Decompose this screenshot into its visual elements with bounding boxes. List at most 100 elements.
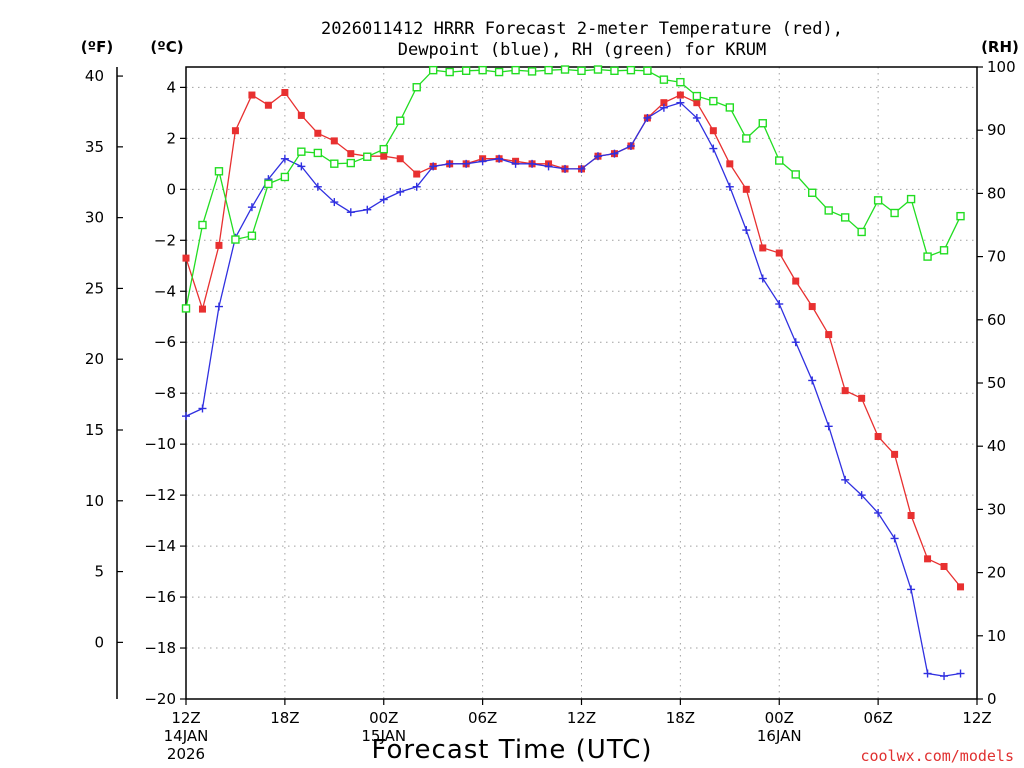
x-tick-label: 18Z (666, 709, 695, 727)
x-tick-label: 00Z (765, 709, 794, 727)
rh-point (363, 152, 372, 161)
temperature-point (742, 185, 750, 193)
dewpoint-point (396, 187, 405, 196)
x-tick-label: 06Z (468, 709, 497, 727)
dewpoint-point (610, 149, 619, 158)
dewpoint-point (247, 203, 256, 212)
dewpoint-point (940, 672, 949, 681)
temperature-point (759, 244, 767, 252)
temperature-series (182, 88, 965, 591)
celsius-tick-label: 0 (166, 180, 176, 198)
temperature-point (380, 152, 388, 160)
dewpoint-point (544, 162, 553, 171)
dewpoint-point (593, 152, 602, 161)
dewpoint-point (758, 274, 767, 283)
dewpoint-point (182, 412, 190, 421)
dewpoint-point (874, 508, 883, 517)
dewpoint-point (478, 157, 487, 166)
rh-line (185, 68, 962, 309)
dewpoint-point (791, 338, 800, 347)
temperature-point (198, 305, 206, 313)
rh-point (939, 246, 949, 255)
fahrenheit-tick-label: 0 (94, 633, 104, 651)
rh-point (396, 116, 405, 125)
rh-point (544, 65, 553, 75)
fahrenheit-tick-label: 40 (85, 67, 104, 85)
rh-point (824, 206, 833, 215)
dewpoint-point (445, 159, 454, 168)
rh-tick-label: 100 (987, 58, 1016, 76)
rh-point (198, 220, 207, 230)
rh-tick-label: 40 (987, 437, 1006, 455)
fahrenheit-tick-label: 30 (85, 209, 104, 227)
dewpoint-point (412, 182, 421, 191)
celsius-tick-label: −6 (154, 333, 176, 351)
rh-point (873, 196, 883, 205)
rh-point (379, 144, 388, 154)
dewpoint-point (330, 198, 339, 207)
temperature-point (709, 127, 717, 135)
dewpoint-point (775, 300, 784, 308)
dewpoint-point (214, 302, 223, 311)
rh-point (181, 304, 191, 313)
dewpoint-point (511, 159, 520, 168)
rh-point (593, 65, 603, 74)
x-tick-label: 18Z (270, 709, 299, 727)
rh-point (676, 77, 685, 87)
dewpoint-point (280, 154, 289, 163)
fahrenheit-tick-label: 20 (85, 350, 104, 368)
chart-title-line1: 2026011412 HRRR Forecast 2-meter Tempera… (321, 19, 843, 39)
celsius-tick-label: −16 (144, 588, 176, 606)
rh-point (494, 67, 504, 77)
rh-point (461, 66, 471, 75)
rh-point (840, 213, 850, 222)
rh-point (692, 91, 702, 101)
temperature-point (396, 155, 404, 163)
temperature-point (775, 249, 783, 257)
dewpoint-point (824, 422, 833, 431)
rh-point (313, 148, 323, 158)
rh-point (775, 156, 784, 165)
rh-point (247, 231, 257, 240)
rh-point (214, 167, 224, 176)
temperature-point (940, 562, 948, 570)
rh-point (923, 252, 932, 261)
x-tick-label: 06Z (863, 709, 892, 727)
temperature-point (891, 450, 899, 458)
celsius-unit-label: (ºC) (150, 38, 183, 56)
rh-point (280, 172, 290, 182)
temperature-point (858, 394, 866, 402)
x-tick-date-label: 15JAN (361, 727, 406, 745)
celsius-tick-label: −14 (144, 537, 176, 555)
rh-point (428, 65, 438, 75)
temperature-point (825, 331, 833, 339)
temperature-point (182, 254, 190, 262)
rh-tick-label: 30 (987, 500, 1006, 518)
tick-labels: 420−2−4−6−8−10−12−14−16−18−2040353025201… (85, 58, 1016, 763)
fahrenheit-tick-label: 15 (85, 421, 104, 439)
celsius-tick-label: −18 (144, 639, 176, 657)
dewpoint-point (313, 182, 322, 191)
fahrenheit-tick-label: 25 (85, 279, 104, 297)
fahrenheit-tick-label: 35 (85, 138, 104, 156)
rh-point (560, 65, 570, 74)
temperature-point (907, 512, 915, 520)
celsius-tick-label: −20 (144, 690, 176, 708)
rh-point (725, 103, 735, 112)
dewpoint-point (561, 164, 570, 173)
fahrenheit-tick-label: 10 (85, 492, 104, 510)
rh-point (527, 67, 537, 76)
dewpoint-point (742, 226, 751, 235)
temperature-point (924, 555, 932, 563)
rh-point (890, 208, 899, 218)
temperature-point (347, 150, 355, 158)
celsius-tick-label: −8 (154, 384, 176, 402)
rh-tick-label: 80 (987, 184, 1006, 202)
temperature-point (297, 111, 305, 119)
temperature-point (957, 583, 965, 591)
rh-tick-label: 50 (987, 374, 1006, 392)
dewpoint-point (659, 103, 668, 112)
fahrenheit-unit-label: (ºF) (81, 38, 113, 56)
plot-frame (185, 66, 978, 700)
